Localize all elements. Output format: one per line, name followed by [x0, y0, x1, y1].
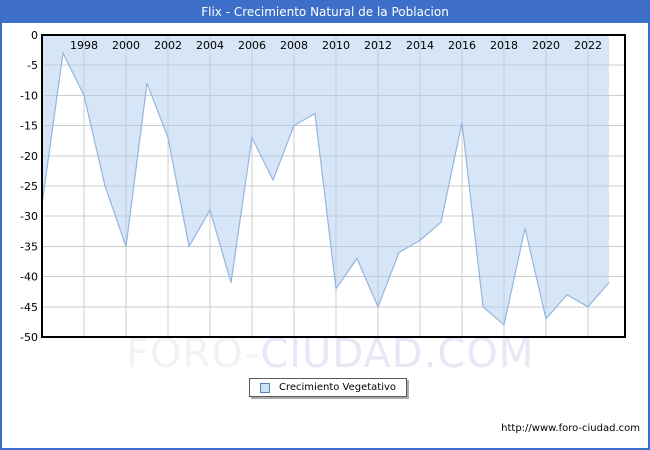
- chart-title: Flix - Crecimiento Natural de la Poblaci…: [2, 2, 648, 23]
- watermark: FORO-CIUDAD.COM: [126, 334, 534, 374]
- svg-text:2018: 2018: [490, 39, 518, 52]
- svg-text:-50: -50: [20, 331, 38, 344]
- svg-text:2012: 2012: [364, 39, 392, 52]
- svg-text:2010: 2010: [322, 39, 350, 52]
- area-series: [41, 35, 610, 327]
- svg-text:0: 0: [31, 29, 38, 42]
- legend-label: Crecimiento Vegetativo: [279, 382, 397, 393]
- svg-text:-20: -20: [20, 150, 38, 163]
- svg-text:2022: 2022: [574, 39, 602, 52]
- watermark-foro: FORO-: [126, 331, 261, 377]
- svg-text:2002: 2002: [154, 39, 182, 52]
- svg-text:2016: 2016: [448, 39, 476, 52]
- svg-text:-10: -10: [20, 89, 38, 102]
- svg-text:2020: 2020: [532, 39, 560, 52]
- source-url: http://www.foro-ciudad.com: [501, 423, 640, 434]
- legend-box: Crecimiento Vegetativo: [249, 378, 408, 397]
- svg-text:2014: 2014: [406, 39, 434, 52]
- y-axis-labels: 0 -5 -10 -15 -20 -25 -30 -35 -40 -45 -50: [20, 29, 38, 344]
- watermark-ciudad: CIUDAD.COM: [260, 331, 535, 377]
- svg-text:-15: -15: [20, 120, 38, 133]
- svg-text:-5: -5: [27, 59, 38, 72]
- svg-text:2004: 2004: [196, 39, 224, 52]
- svg-text:2006: 2006: [238, 39, 266, 52]
- x-axis-labels: 1998 2000 2002 2004 2006 2008 2010 2012 2014 2016…: [70, 39, 602, 52]
- svg-text:-35: -35: [20, 240, 38, 253]
- svg-text:2000: 2000: [112, 39, 140, 52]
- svg-text:-40: -40: [20, 271, 38, 284]
- svg-text:-45: -45: [20, 301, 38, 314]
- svg-text:-30: -30: [20, 210, 38, 223]
- svg-text:1998: 1998: [70, 39, 98, 52]
- plot-border: [41, 34, 626, 338]
- svg-text:-25: -25: [20, 180, 38, 193]
- legend-swatch-icon: [260, 382, 270, 393]
- svg-text:2008: 2008: [280, 39, 308, 52]
